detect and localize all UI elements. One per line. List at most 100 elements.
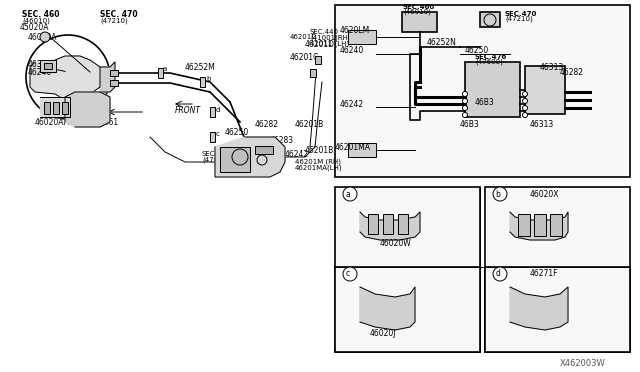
Text: 46252N: 46252N [427, 38, 457, 46]
Text: 46242: 46242 [285, 150, 309, 158]
Bar [534, 214, 546, 236]
Text: d: d [216, 107, 220, 113]
Circle shape [522, 112, 527, 118]
Text: c: c [216, 131, 220, 137]
Text: 46020AA: 46020AA [35, 118, 70, 126]
Text: FRONT: FRONT [175, 106, 201, 115]
Polygon shape [65, 92, 110, 127]
Text: 46020X: 46020X [530, 189, 559, 199]
Bar [53, 102, 59, 114]
Circle shape [40, 32, 50, 42]
Text: (41001(RH): (41001(RH) [310, 35, 351, 41]
Text: SEC.476: SEC.476 [202, 151, 231, 157]
Circle shape [463, 99, 467, 103]
Circle shape [463, 106, 467, 110]
Text: 46250: 46250 [225, 128, 249, 137]
Text: (46010): (46010) [403, 9, 431, 15]
Text: 46201MA: 46201MA [335, 142, 371, 151]
Text: 46242: 46242 [340, 99, 364, 109]
Bar [383, 214, 393, 234]
Text: 46B3: 46B3 [460, 119, 480, 128]
Polygon shape [360, 287, 415, 330]
Text: c: c [346, 269, 350, 279]
Text: SEC. 460: SEC. 460 [22, 10, 60, 19]
Circle shape [463, 112, 467, 118]
Bar [220, 147, 250, 172]
Bar [44, 63, 52, 69]
Circle shape [493, 187, 507, 201]
Bar [210, 107, 215, 117]
Text: SEC.440: SEC.440 [310, 29, 339, 35]
Text: b: b [206, 76, 211, 82]
Text: 46201B: 46201B [305, 145, 334, 154]
Polygon shape [510, 212, 568, 240]
Bar [550, 214, 562, 236]
Text: (47600): (47600) [202, 157, 230, 163]
Text: 46313: 46313 [530, 119, 554, 128]
Text: (47600): (47600) [475, 59, 503, 65]
Bar [465, 62, 520, 117]
Text: 46020W: 46020W [380, 240, 412, 248]
Circle shape [343, 267, 357, 281]
Bar [110, 80, 118, 86]
Polygon shape [215, 137, 285, 177]
Bar [210, 132, 215, 142]
Bar [255, 146, 273, 154]
Circle shape [522, 99, 527, 103]
Circle shape [493, 267, 507, 281]
Text: (47210): (47210) [505, 16, 532, 22]
Polygon shape [40, 97, 70, 117]
Text: 46201D: 46201D [290, 34, 317, 40]
Bar [200, 77, 205, 87]
Text: X462003W: X462003W [560, 359, 605, 369]
Text: b: b [495, 189, 500, 199]
Text: 46B3: 46B3 [475, 97, 495, 106]
Text: 41011 (LH): 41011 (LH) [310, 41, 349, 47]
Polygon shape [510, 287, 568, 330]
Text: 46201MA(LH): 46201MA(LH) [295, 165, 342, 171]
Polygon shape [360, 212, 420, 240]
Text: 46201D: 46201D [305, 39, 335, 48]
Text: 46201C: 46201C [290, 52, 319, 61]
Bar [402, 12, 437, 32]
Text: SEC.460: SEC.460 [403, 4, 435, 10]
Text: SEC.476: SEC.476 [475, 54, 508, 60]
Circle shape [522, 92, 527, 96]
Text: 46271F: 46271F [530, 269, 559, 279]
Text: 46261: 46261 [95, 118, 119, 126]
Text: d: d [495, 269, 500, 279]
Bar [110, 70, 118, 76]
Bar [348, 143, 376, 157]
Bar [485, 267, 630, 352]
Text: SEC. 470: SEC. 470 [100, 10, 138, 19]
Bar [335, 5, 630, 177]
Text: 46282: 46282 [255, 119, 279, 128]
Bar [348, 30, 376, 44]
Text: 46240: 46240 [28, 67, 52, 77]
Text: a: a [346, 189, 350, 199]
Text: 46020A: 46020A [28, 32, 58, 42]
Bar [335, 267, 480, 352]
Text: 46283: 46283 [270, 135, 294, 144]
Bar [525, 66, 565, 114]
Bar [518, 214, 530, 236]
Text: (46010): (46010) [22, 18, 50, 24]
Text: (47210): (47210) [100, 18, 128, 24]
Bar [480, 12, 500, 27]
Text: 4620LM: 4620LM [340, 26, 371, 35]
Text: a: a [163, 66, 167, 72]
Circle shape [343, 187, 357, 201]
Polygon shape [30, 56, 100, 100]
Polygon shape [100, 62, 115, 92]
Bar [62, 102, 68, 114]
Text: SEC.470: SEC.470 [505, 11, 538, 17]
Bar [398, 214, 408, 234]
Circle shape [463, 92, 467, 96]
Bar [310, 69, 316, 77]
Bar [40, 60, 56, 72]
Bar [44, 102, 50, 114]
Text: 46250: 46250 [465, 45, 489, 55]
Circle shape [522, 106, 527, 110]
Text: 46201B: 46201B [295, 119, 324, 128]
Text: 46313: 46313 [540, 62, 564, 71]
